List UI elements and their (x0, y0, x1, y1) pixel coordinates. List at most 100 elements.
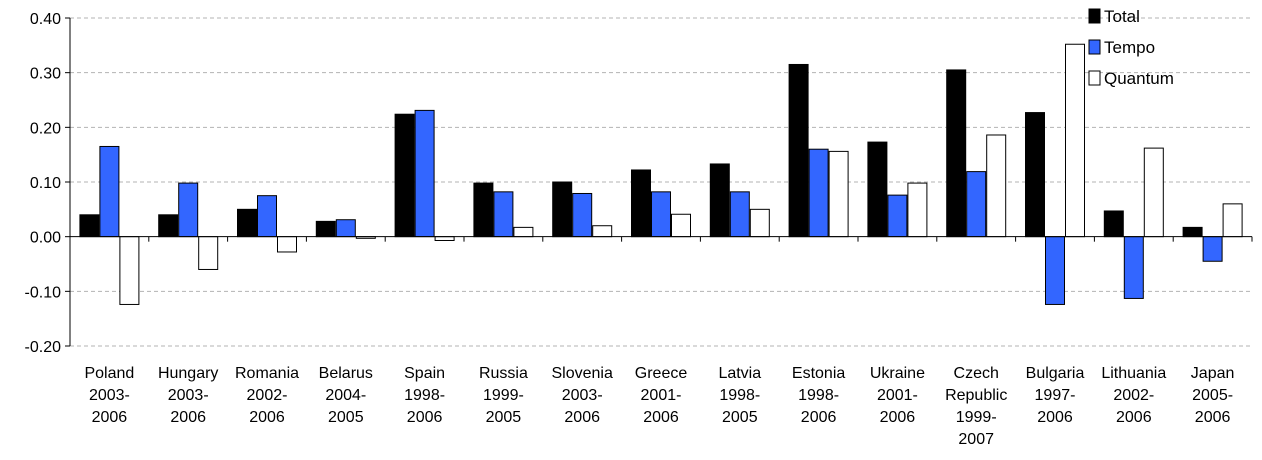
bar-tempo-czech (966, 171, 987, 238)
x-category-label: Ukraine (870, 365, 925, 382)
bar-quantum-romania (277, 236, 297, 253)
x-category-label: Greece (635, 365, 688, 382)
bar-total-japan (1182, 226, 1203, 238)
x-category-label: 2004- (325, 387, 366, 404)
x-category-label: Spain (404, 365, 445, 382)
x-category-label: 2003- (89, 387, 130, 404)
x-category-label: Estonia (792, 365, 845, 382)
x-category-label: 2006 (880, 409, 916, 426)
x-category-label: 2006 (564, 409, 600, 426)
bar-quantum-estonia (828, 150, 849, 238)
x-category-label: Republic (945, 387, 1007, 404)
x-category-label: 2007 (958, 431, 994, 448)
legend-swatch-tempo (1088, 39, 1101, 55)
legend: Total Tempo Quantum (1088, 7, 1174, 88)
y-tick-label: 0.40 (30, 11, 61, 28)
bar-quantum-slovenia (592, 225, 613, 238)
bar-quantum-poland (119, 236, 140, 305)
bar-tempo-russia (493, 191, 514, 238)
x-category-label: 1998- (798, 387, 839, 404)
bar-total-hungary (158, 214, 179, 238)
x-axis-category-labels: Poland 2003- 2006 Hungary 2003- 2006 Romania 20… (84, 365, 1234, 448)
x-category-label: 2006 (407, 409, 443, 426)
bar-quantum-bulgaria (1065, 43, 1085, 238)
bar-quantum-ukraine (907, 182, 928, 238)
y-tick-label: 0.30 (30, 66, 61, 83)
bar-tempo-lithuania (1123, 236, 1144, 299)
bar-total-estonia (788, 63, 809, 238)
x-category-label: 2002- (247, 387, 288, 404)
bar-quantum-czech (986, 134, 1007, 238)
bar-quantum-russia (513, 226, 534, 238)
x-category-label: 2006 (1116, 409, 1152, 426)
x-category-label: Belarus (319, 365, 373, 382)
bar-tempo-romania (257, 195, 277, 238)
bar-tempo-japan (1202, 236, 1223, 262)
x-category-label: 2006 (249, 409, 285, 426)
x-category-label: Japan (1191, 365, 1235, 382)
gridlines (70, 17, 1252, 347)
x-category-label: Slovenia (552, 365, 613, 382)
x-category-label: 2005- (1192, 387, 1233, 404)
bar-total-lithuania (1103, 210, 1124, 238)
bar-total-spain (394, 113, 415, 238)
bar-total-poland (79, 214, 100, 238)
x-category-label: 2003- (168, 387, 209, 404)
bar-quantum-spain (434, 236, 455, 241)
legend-swatch-quantum (1088, 70, 1101, 86)
bar-quantum-greece (671, 213, 691, 238)
bar-tempo-greece (651, 191, 671, 238)
bar-tempo-latvia (729, 191, 750, 238)
bar-total-latvia (709, 163, 730, 238)
bar-total-slovenia (552, 181, 573, 238)
x-category-label: 2005 (486, 409, 522, 426)
x-category-label: 2003- (562, 387, 603, 404)
bar-total-ukraine (867, 141, 888, 238)
x-category-label: 2006 (643, 409, 679, 426)
y-axis-tick-labels: 0.40 0.30 0.20 0.10 0.00 -0.10 -0.20 (25, 11, 62, 356)
bar-total-greece (631, 169, 651, 238)
legend-label-total: Total (1104, 7, 1140, 26)
x-category-label: 2006 (1037, 409, 1073, 426)
bar-tempo-ukraine (887, 194, 908, 238)
x-category-label: 2005 (722, 409, 758, 426)
x-category-label: 2005 (328, 409, 364, 426)
legend-label-quantum: Quantum (1104, 69, 1174, 88)
y-tick-label: 0.00 (30, 230, 61, 247)
x-category-label: Romania (235, 365, 299, 382)
bar-quantum-japan (1222, 203, 1243, 238)
bar-tempo-belarus (335, 219, 356, 238)
bar-tempo-poland (99, 145, 120, 238)
bar-total-belarus (315, 220, 336, 238)
axes (65, 17, 1253, 347)
bar-total-romania (237, 208, 257, 238)
x-category-label: 2006 (170, 409, 206, 426)
x-category-label: 2006 (92, 409, 128, 426)
x-category-label: Russia (479, 365, 528, 382)
bar-tempo-spain (414, 109, 435, 238)
y-tick-label: 0.20 (30, 120, 61, 137)
y-tick-label: 0.10 (30, 175, 61, 192)
bar-quantum-lithuania (1143, 147, 1164, 238)
x-category-label: Poland (84, 365, 134, 382)
y-tick-label: -0.10 (25, 284, 62, 301)
bar-total-czech (946, 69, 967, 238)
x-category-label: Lithuania (1101, 365, 1166, 382)
bar-tempo-bulgaria (1045, 236, 1065, 305)
x-category-label: 2006 (1195, 409, 1231, 426)
x-category-label: Bulgaria (1026, 365, 1085, 382)
bar-tempo-hungary (178, 182, 199, 238)
bar-quantum-latvia (749, 208, 770, 238)
x-category-label: 1999- (956, 409, 997, 426)
legend-swatch-total (1088, 8, 1101, 24)
bar-total-bulgaria (1025, 112, 1045, 238)
x-category-label: Latvia (718, 365, 761, 382)
x-category-label: Hungary (158, 365, 218, 382)
bar-quantum-hungary (198, 236, 219, 270)
x-category-label: 2001- (641, 387, 682, 404)
bars (79, 43, 1243, 305)
x-category-label: 1998- (404, 387, 445, 404)
bar-tempo-estonia (808, 148, 829, 238)
x-category-label: 2002- (1113, 387, 1154, 404)
